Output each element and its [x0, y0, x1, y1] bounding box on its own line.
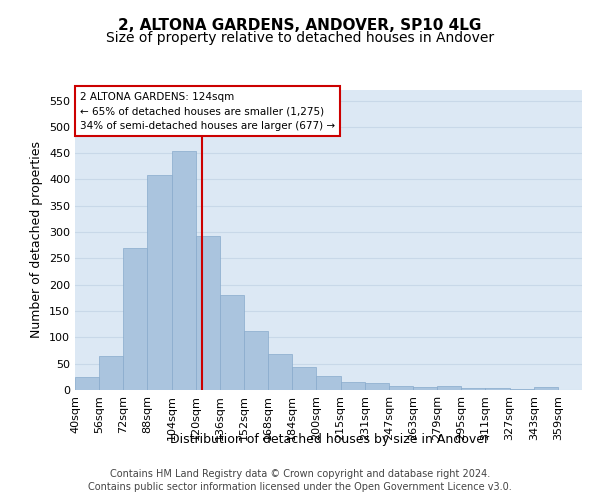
Bar	[534, 388, 558, 390]
Bar	[220, 296, 244, 390]
Bar	[316, 376, 341, 390]
Bar	[413, 388, 437, 390]
Bar	[196, 236, 220, 390]
Bar	[172, 150, 196, 390]
Text: 2 ALTONA GARDENS: 124sqm
← 65% of detached houses are smaller (1,275)
34% of sem: 2 ALTONA GARDENS: 124sqm ← 65% of detach…	[80, 92, 335, 131]
Text: Contains public sector information licensed under the Open Government Licence v3: Contains public sector information licen…	[88, 482, 512, 492]
Text: 2, ALTONA GARDENS, ANDOVER, SP10 4LG: 2, ALTONA GARDENS, ANDOVER, SP10 4LG	[118, 18, 482, 32]
Bar	[341, 382, 365, 390]
Bar	[365, 383, 389, 390]
Bar	[123, 248, 148, 390]
Bar	[292, 367, 316, 390]
Text: Distribution of detached houses by size in Andover: Distribution of detached houses by size …	[170, 432, 490, 446]
Bar	[99, 356, 123, 390]
Y-axis label: Number of detached properties: Number of detached properties	[31, 142, 43, 338]
Bar	[437, 386, 461, 390]
Bar	[75, 377, 99, 390]
Text: Size of property relative to detached houses in Andover: Size of property relative to detached ho…	[106, 31, 494, 45]
Bar	[461, 388, 485, 390]
Bar	[268, 354, 292, 390]
Bar	[148, 176, 172, 390]
Text: Contains HM Land Registry data © Crown copyright and database right 2024.: Contains HM Land Registry data © Crown c…	[110, 469, 490, 479]
Bar	[485, 388, 509, 390]
Bar	[389, 386, 413, 390]
Bar	[509, 389, 534, 390]
Bar	[244, 330, 268, 390]
